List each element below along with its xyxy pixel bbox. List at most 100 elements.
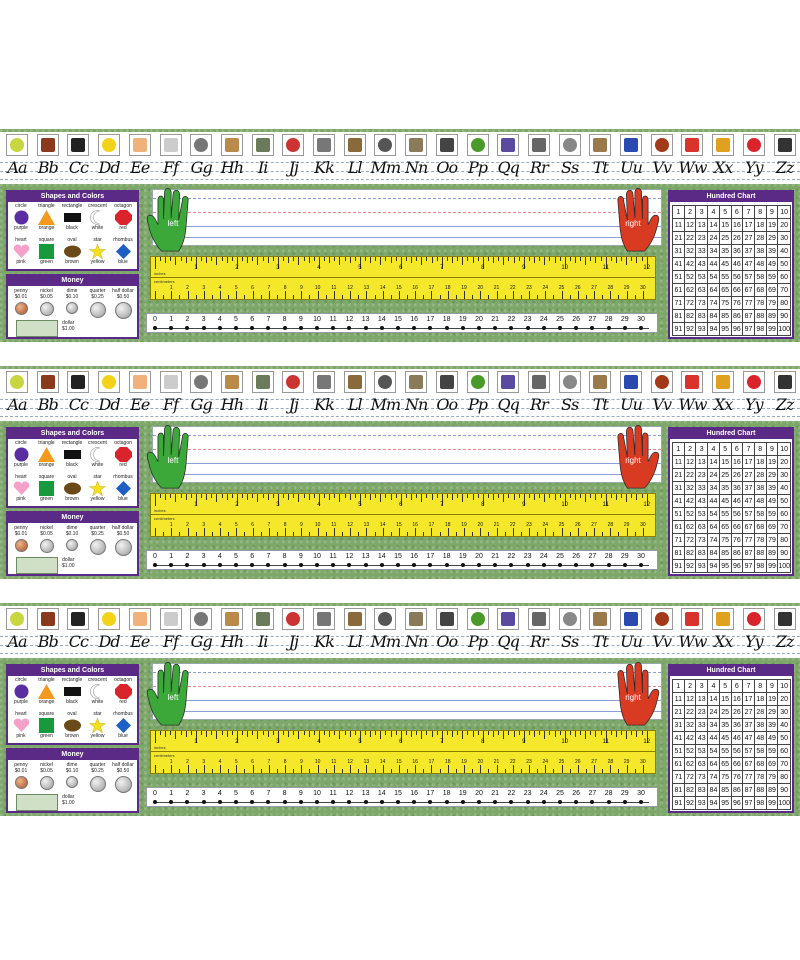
cm-number: 1 [169,759,173,765]
number-line-label: 13 [361,790,370,797]
cm-tick [520,295,522,299]
number-line-dot [622,563,627,567]
inch-tick [590,494,592,498]
number-line-dot [493,800,498,804]
hundred-cell: 81 [673,547,685,560]
cm-tick [423,769,425,773]
hundred-cell: 90 [778,310,791,323]
hundred-cell: 44 [708,258,720,271]
number-line-label: 24 [539,316,548,323]
alphabet-letter: Ss [561,632,579,651]
name-writing-area[interactable] [152,189,662,246]
hundred-cell: 13 [696,693,709,706]
cm-tick [398,291,400,299]
hundred-cell: 43 [696,258,709,271]
money-panel-title: Money [8,513,137,523]
rectangle-shape-icon [63,447,81,462]
inch-tick [211,257,213,261]
dollar-bill-icon [16,794,58,811]
coin-value: $0.50 [116,768,130,774]
hundred-cell: 18 [754,693,767,706]
alphabet-cell: Uu [616,606,646,658]
crayon-icon [67,371,90,393]
hundred-cell: 100 [778,560,791,573]
handwriting-guide-line [0,179,800,180]
name-writing-area[interactable] [152,426,662,483]
inch-tick [585,257,587,265]
alphabet-cell: Rr [524,606,554,658]
alphabet-cell: Dd [94,606,124,658]
shape-color: pink [16,733,26,739]
hundred-cell: 9 [766,680,779,693]
cm-tick [252,291,254,299]
alphabet-letter: Xx [713,395,733,414]
inch-tick [354,731,356,735]
alphabet-cell: Ll [340,132,370,184]
number-line-dot [412,800,417,804]
inch-tick [359,257,361,269]
number-line-dot [509,326,514,330]
cm-tick [317,291,319,299]
number-line-label: 6 [250,316,255,323]
alphabet-cell: Nn [401,369,431,421]
coin-item: half dollar $0.50 [110,288,136,319]
number-line-dot [460,326,465,330]
inch-tick [354,257,356,261]
hundred-cell: 74 [708,771,720,784]
inch-tick [549,257,551,261]
hundred-cell: 47 [743,258,755,271]
money-panel: Money penny $0.01 nickel $0.05 dime $0.10 quart… [6,274,139,339]
inch-tick [242,494,244,498]
cm-tick [472,532,474,536]
alphabet-letter: Nn [404,395,428,414]
ruler-divider [151,751,655,752]
inch-tick [477,731,479,735]
inch-tick [411,731,413,737]
hundred-cell: 9 [766,206,779,219]
inch-number: 10 [561,739,569,745]
cm-tick [602,295,604,299]
alphabet-cell: Aa [2,132,32,184]
hundred-cell: 63 [696,521,709,534]
number-line-dot [331,563,336,567]
cm-tick [431,291,433,299]
hundred-cell: 79 [766,534,779,547]
number-line-label: 15 [394,790,402,797]
hundred-cell: 46 [731,732,744,745]
coin-item: dime $0.10 [59,525,85,551]
coin-value: $0.01 [14,768,28,774]
coin-name: quarter [89,762,106,768]
hundred-cell: 94 [708,323,720,336]
shape-name: circle [15,677,27,683]
writing-line [153,198,661,199]
number-line-label: 26 [572,790,581,797]
number-line-label: 8 [282,316,287,323]
inch-tick [416,257,418,261]
inch-tick [175,494,177,502]
inch-tick [426,494,428,498]
hundred-cell: 40 [778,719,791,732]
cm-tick [447,765,449,773]
cm-number: 24 [542,759,549,765]
alphabet-cell: Qq [493,606,523,658]
cm-tick [220,291,222,299]
inch-tick [329,494,331,500]
alphabet-cell: Vv [647,369,677,421]
hundred-cell: 5 [719,443,732,456]
hundred-cell: 72 [684,771,697,784]
hundred-cell: 59 [766,271,779,284]
name-writing-area[interactable] [152,663,662,720]
hundred-cell: 76 [731,771,744,784]
alphabet-letter: Gg [190,395,213,414]
alphabet-cell: Ee [125,369,155,421]
shape-color: blue [118,259,128,265]
cm-tick [155,291,156,299]
cm-tick [382,765,384,773]
inch-tick [585,494,587,502]
number-line-label: 9 [298,790,303,797]
hundred-cell: 23 [696,706,709,719]
inch-tick [554,731,556,737]
right-hand-icon: right [604,187,662,258]
shape-item: square green [34,237,60,266]
inch-tick [544,731,546,739]
